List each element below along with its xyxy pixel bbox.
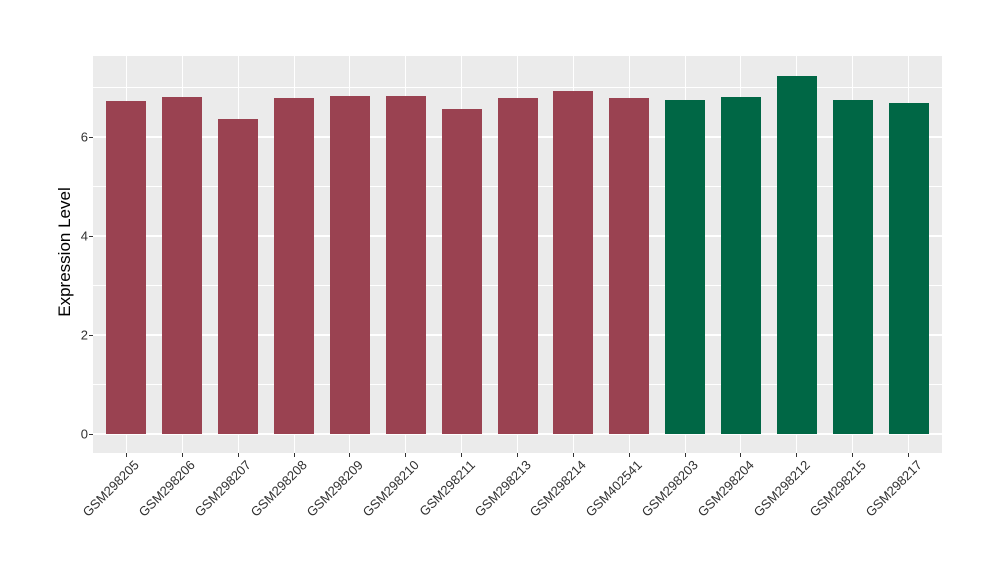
y-tick: [89, 334, 93, 336]
x-tick: [405, 453, 407, 457]
x-tick: [125, 453, 127, 457]
bar-GSM298213: [497, 97, 538, 434]
y-axis-title: Expression Level: [55, 187, 74, 317]
x-tick-label-GSM298208: GSM298208: [247, 457, 310, 520]
y-tick: [89, 136, 93, 138]
x-tick: [517, 453, 518, 457]
x-tick: [237, 453, 239, 457]
x-tick-label-GSM298217: GSM298217: [862, 457, 925, 520]
bar-GSM402541: [609, 97, 650, 434]
x-tick-label-GSM298210: GSM298210: [359, 457, 422, 520]
bar-GSM298203: [665, 99, 706, 434]
y-tick: [89, 433, 93, 435]
x-tick-label-GSM298214: GSM298214: [527, 457, 590, 520]
y-tick-label: 4: [80, 228, 88, 244]
x-tick: [852, 453, 854, 457]
x-tick-label-GSM298213: GSM298213: [471, 457, 534, 520]
bar-GSM298217: [888, 103, 929, 434]
bar-GSM298212: [776, 76, 817, 434]
x-tick-label-GSM298209: GSM298209: [303, 457, 366, 520]
bar-GSM298206: [162, 96, 203, 434]
x-tick-label-GSM298212: GSM298212: [750, 457, 813, 520]
x-tick-label-GSM298206: GSM298206: [135, 457, 199, 520]
x-tick-label-GSM298215: GSM298215: [806, 457, 869, 520]
y-tick: [89, 235, 93, 237]
bar-GSM298211: [441, 108, 482, 434]
bar-GSM298205: [106, 101, 147, 434]
bar-GSM298208: [274, 97, 315, 434]
x-tick: [628, 453, 630, 457]
plot-panel: [93, 56, 942, 453]
bar-GSM298207: [218, 119, 259, 434]
x-tick: [572, 453, 574, 457]
bar-GSM298209: [329, 96, 370, 434]
x-tick: [181, 453, 183, 457]
bar-GSM298210: [385, 96, 426, 434]
x-tick-label-GSM402541: GSM402541: [582, 457, 646, 520]
y-tick-label: 0: [80, 426, 88, 442]
bar-GSM298204: [720, 96, 761, 434]
x-tick-label-GSM298203: GSM298203: [638, 457, 702, 520]
x-tick: [796, 453, 798, 457]
bar-GSM298214: [553, 90, 594, 434]
x-tick: [740, 453, 742, 457]
x-tick-label-GSM298205: GSM298205: [80, 457, 143, 520]
bar-GSM298215: [832, 99, 873, 434]
x-tick-label-GSM298204: GSM298204: [694, 457, 757, 520]
x-tick: [349, 453, 351, 457]
x-tick: [908, 453, 910, 457]
x-tick: [293, 453, 295, 457]
y-tick-label: 6: [80, 129, 88, 145]
x-tick: [461, 453, 463, 457]
y-tick-label: 2: [80, 327, 88, 343]
x-tick: [684, 453, 686, 457]
x-tick-label-GSM298207: GSM298207: [191, 457, 255, 520]
x-tick-label-GSM298211: GSM298211: [415, 457, 478, 519]
